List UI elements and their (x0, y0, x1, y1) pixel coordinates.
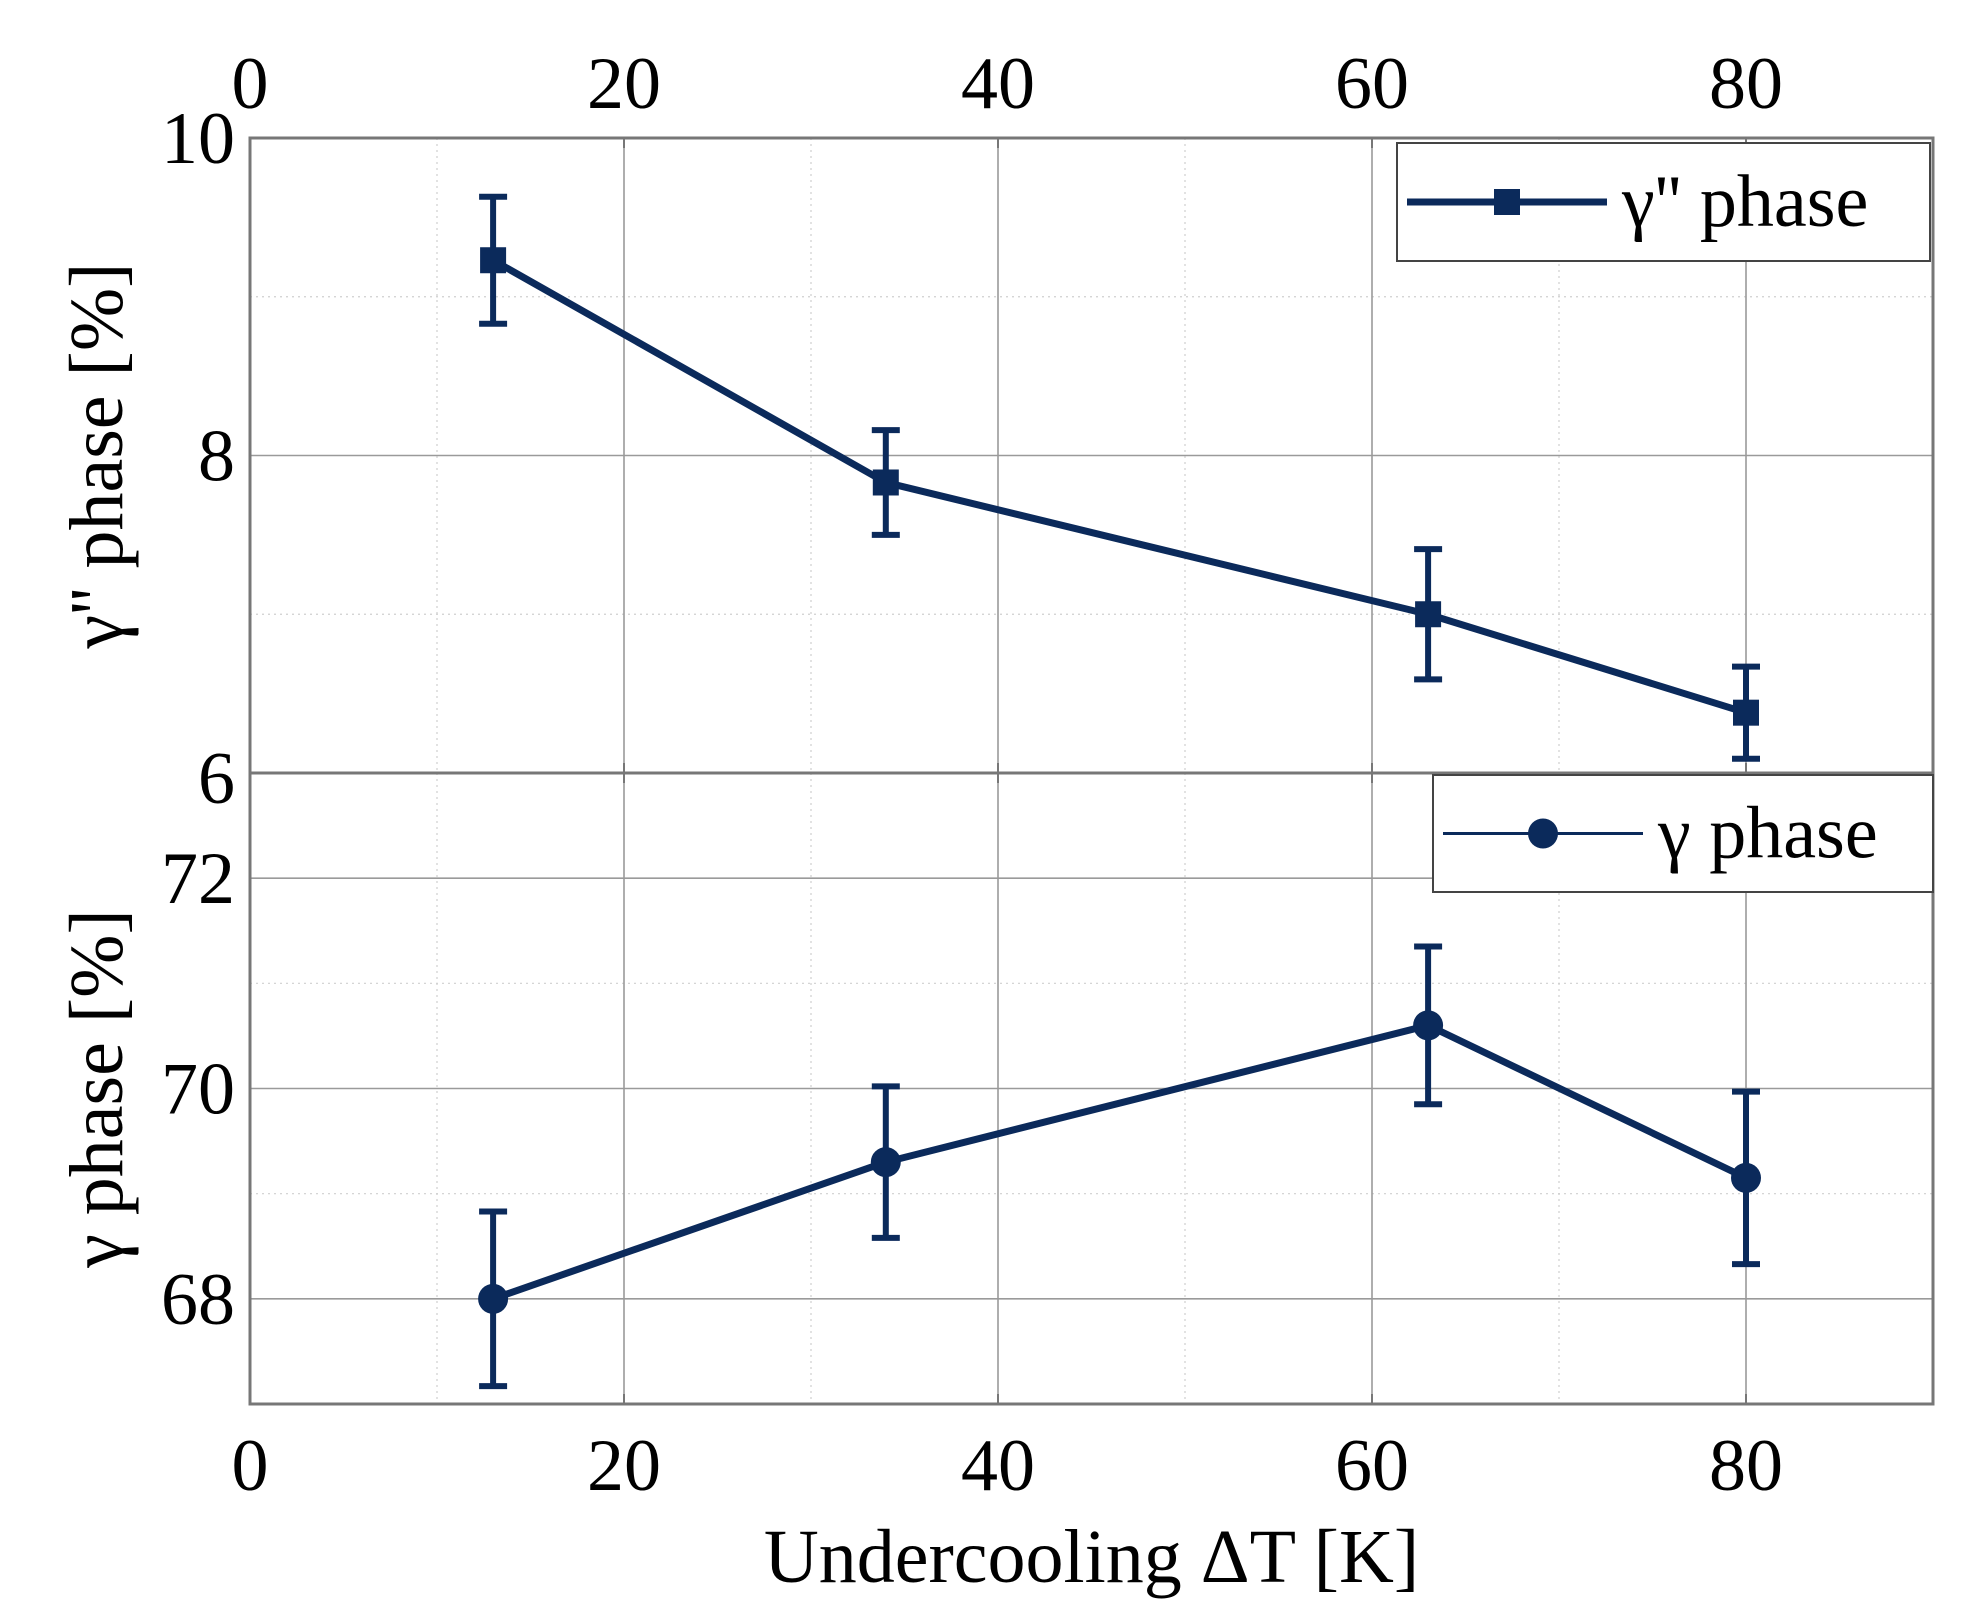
bottom-data-point (1731, 1162, 1761, 1193)
top-data-point (1415, 601, 1442, 628)
bottom-legend-marker (1528, 818, 1558, 849)
top-x-tick-label: 80 (1709, 43, 1783, 125)
bottom-x-tick-label: 60 (1335, 1425, 1409, 1507)
bottom-x-tick-label: 40 (961, 1425, 1035, 1507)
top-data-point (872, 469, 899, 496)
top-legend-marker (1494, 189, 1520, 215)
bottom-data-point (1413, 1010, 1444, 1041)
bottom-plot-frame (248, 771, 1935, 1406)
top-data-point (1733, 699, 1759, 726)
top-x-tick-label: 20 (587, 43, 661, 125)
top-x-tick-label: 40 (961, 43, 1035, 125)
bottom-x-tick-label: 20 (587, 1425, 661, 1507)
bottom-y-axis-title: γ phase [%] (55, 909, 139, 1269)
bottom-y-tick-label: 72 (161, 838, 235, 920)
bottom-series-line (491, 1021, 1748, 1303)
top-y-axis-title: γ'' phase [%] (55, 263, 139, 650)
bottom-legend-label: γ phase (1657, 793, 1878, 875)
top-y-tick-label: 8 (198, 416, 235, 498)
top-x-tick-label: 60 (1335, 43, 1409, 125)
top-legend-label: γ'' phase (1621, 161, 1868, 243)
bottom-data-point (870, 1147, 901, 1178)
bottom-legend: γ phase (1432, 774, 1934, 893)
bottom-panel: 0 20 40 60 80 68 70 72 γ phase [%] Undercooling Δ… (55, 771, 1935, 1599)
top-data-point (480, 247, 507, 274)
top-legend: γ'' phase (1396, 142, 1931, 262)
top-y-tick-label: 10 (161, 98, 235, 180)
bottom-x-axis-title: Undercooling ΔT [K] (764, 1515, 1419, 1599)
top-y-tick-label: 6 (198, 738, 235, 820)
bottom-x-tick-label: 80 (1709, 1425, 1783, 1507)
bottom-data-point (478, 1283, 509, 1314)
top-x-tick-label: 0 (232, 43, 269, 125)
bottom-y-tick-label: 68 (161, 1259, 235, 1341)
top-panel: 0 20 40 60 80 6 8 10 γ'' phase [%] γ'' phase (55, 43, 1935, 820)
bottom-x-tick-label: 0 (232, 1425, 269, 1507)
bottom-y-tick-label: 70 (161, 1049, 235, 1131)
top-series-line (491, 257, 1748, 717)
